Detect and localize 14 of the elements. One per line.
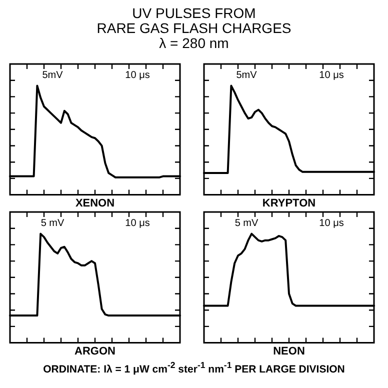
text: λ = 280 nm	[158, 35, 230, 51]
text: 10 μs	[319, 218, 344, 229]
text: 5mV	[42, 70, 64, 81]
x-axis-title: XENON	[75, 197, 115, 210]
text: 5 mV	[40, 218, 64, 229]
text: 5mV	[236, 70, 258, 81]
text: 5 mV	[234, 218, 258, 229]
x-axis-title: ARGON	[74, 345, 116, 358]
text: 10 μs	[125, 70, 150, 81]
text: 10 μs	[319, 70, 344, 81]
x-axis-title: KRYPTON	[262, 197, 316, 210]
text: 10 μs	[125, 218, 150, 229]
text: ORDINATE: Iλ = 1 μW cm$^{-2}$ ster$^{-1}$ nm$^{-1}$ PER LARGE DIVISION	[42, 360, 346, 376]
x-axis-title: NEON	[273, 345, 305, 358]
